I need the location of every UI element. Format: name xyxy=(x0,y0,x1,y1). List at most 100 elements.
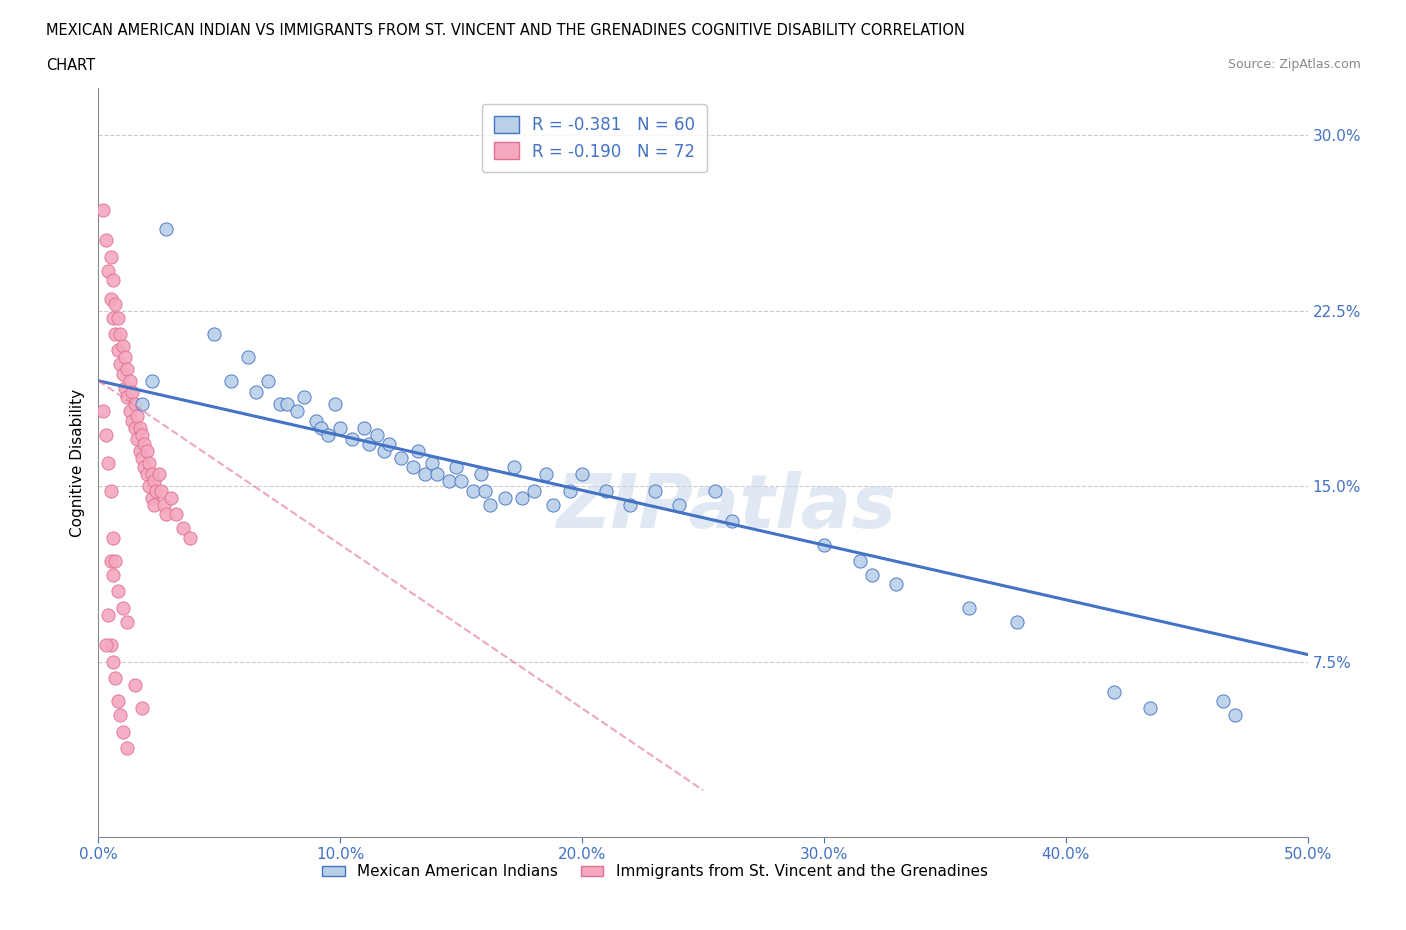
Point xyxy=(114,350,136,365)
Point xyxy=(107,311,129,325)
Point xyxy=(389,450,412,465)
Point xyxy=(124,397,146,412)
Point xyxy=(204,326,226,341)
Point xyxy=(107,584,129,599)
Point xyxy=(121,385,143,400)
Point xyxy=(1007,615,1029,630)
Point xyxy=(426,467,449,482)
Point xyxy=(510,490,533,505)
Point xyxy=(108,708,131,723)
Point xyxy=(111,600,134,615)
Point xyxy=(446,460,468,475)
Point xyxy=(94,233,117,248)
Point xyxy=(316,427,339,442)
Point xyxy=(245,385,267,400)
Text: ZIPatlas: ZIPatlas xyxy=(557,472,897,544)
Point xyxy=(124,677,146,692)
Point xyxy=(541,498,564,512)
Point xyxy=(118,404,141,418)
Point xyxy=(325,397,347,412)
Point xyxy=(134,460,156,475)
Point xyxy=(329,420,352,435)
Point xyxy=(100,249,122,264)
Point xyxy=(138,455,160,470)
Point xyxy=(221,373,243,388)
Point xyxy=(1102,684,1125,699)
Point xyxy=(595,484,617,498)
Point xyxy=(886,577,908,591)
Point xyxy=(117,740,139,755)
Point xyxy=(135,444,157,458)
Point xyxy=(470,467,492,482)
Point xyxy=(108,326,131,341)
Point xyxy=(97,455,120,470)
Point xyxy=(101,311,124,325)
Point xyxy=(160,490,183,505)
Point xyxy=(141,373,163,388)
Point xyxy=(124,420,146,435)
Point xyxy=(127,432,149,446)
Point xyxy=(523,484,546,498)
Point xyxy=(813,538,835,552)
Point xyxy=(450,474,472,489)
Point xyxy=(141,490,163,505)
Point xyxy=(101,272,124,287)
Point xyxy=(503,460,526,475)
Point xyxy=(117,390,139,405)
Point xyxy=(704,484,727,498)
Point xyxy=(104,326,127,341)
Point xyxy=(100,291,122,306)
Point xyxy=(292,390,315,405)
Point xyxy=(111,366,134,381)
Point xyxy=(305,413,328,428)
Point xyxy=(145,484,167,498)
Point xyxy=(131,701,153,716)
Point xyxy=(107,343,129,358)
Point xyxy=(104,553,127,568)
Y-axis label: Cognitive Disability: Cognitive Disability xyxy=(69,389,84,537)
Point xyxy=(309,420,332,435)
Point xyxy=(111,724,134,739)
Point xyxy=(558,484,581,498)
Point xyxy=(131,450,153,465)
Point xyxy=(152,498,174,512)
Point xyxy=(413,467,436,482)
Legend: Mexican American Indians, Immigrants from St. Vincent and the Grenadines: Mexican American Indians, Immigrants fro… xyxy=(315,858,994,885)
Point xyxy=(94,638,117,653)
Point xyxy=(668,498,690,512)
Point xyxy=(107,694,129,709)
Point xyxy=(94,427,117,442)
Point xyxy=(276,397,298,412)
Point xyxy=(238,350,260,365)
Point xyxy=(1212,694,1234,709)
Point xyxy=(172,521,194,536)
Point xyxy=(402,460,425,475)
Point xyxy=(474,484,496,498)
Point xyxy=(849,553,872,568)
Point xyxy=(269,397,291,412)
Point xyxy=(571,467,593,482)
Point xyxy=(134,436,156,451)
Point xyxy=(406,444,429,458)
Point xyxy=(1139,701,1161,716)
Point xyxy=(366,427,388,442)
Point xyxy=(138,479,160,494)
Point xyxy=(121,413,143,428)
Point xyxy=(141,467,163,482)
Point xyxy=(104,671,127,685)
Point xyxy=(111,339,134,353)
Point xyxy=(100,484,122,498)
Point xyxy=(155,221,177,236)
Point xyxy=(135,467,157,482)
Point xyxy=(127,408,149,423)
Point xyxy=(117,362,139,377)
Point xyxy=(101,530,124,545)
Point xyxy=(117,615,139,630)
Point xyxy=(143,498,166,512)
Point xyxy=(100,638,122,653)
Point xyxy=(97,607,120,622)
Point xyxy=(143,474,166,489)
Point xyxy=(148,467,170,482)
Point xyxy=(342,432,364,446)
Point xyxy=(108,357,131,372)
